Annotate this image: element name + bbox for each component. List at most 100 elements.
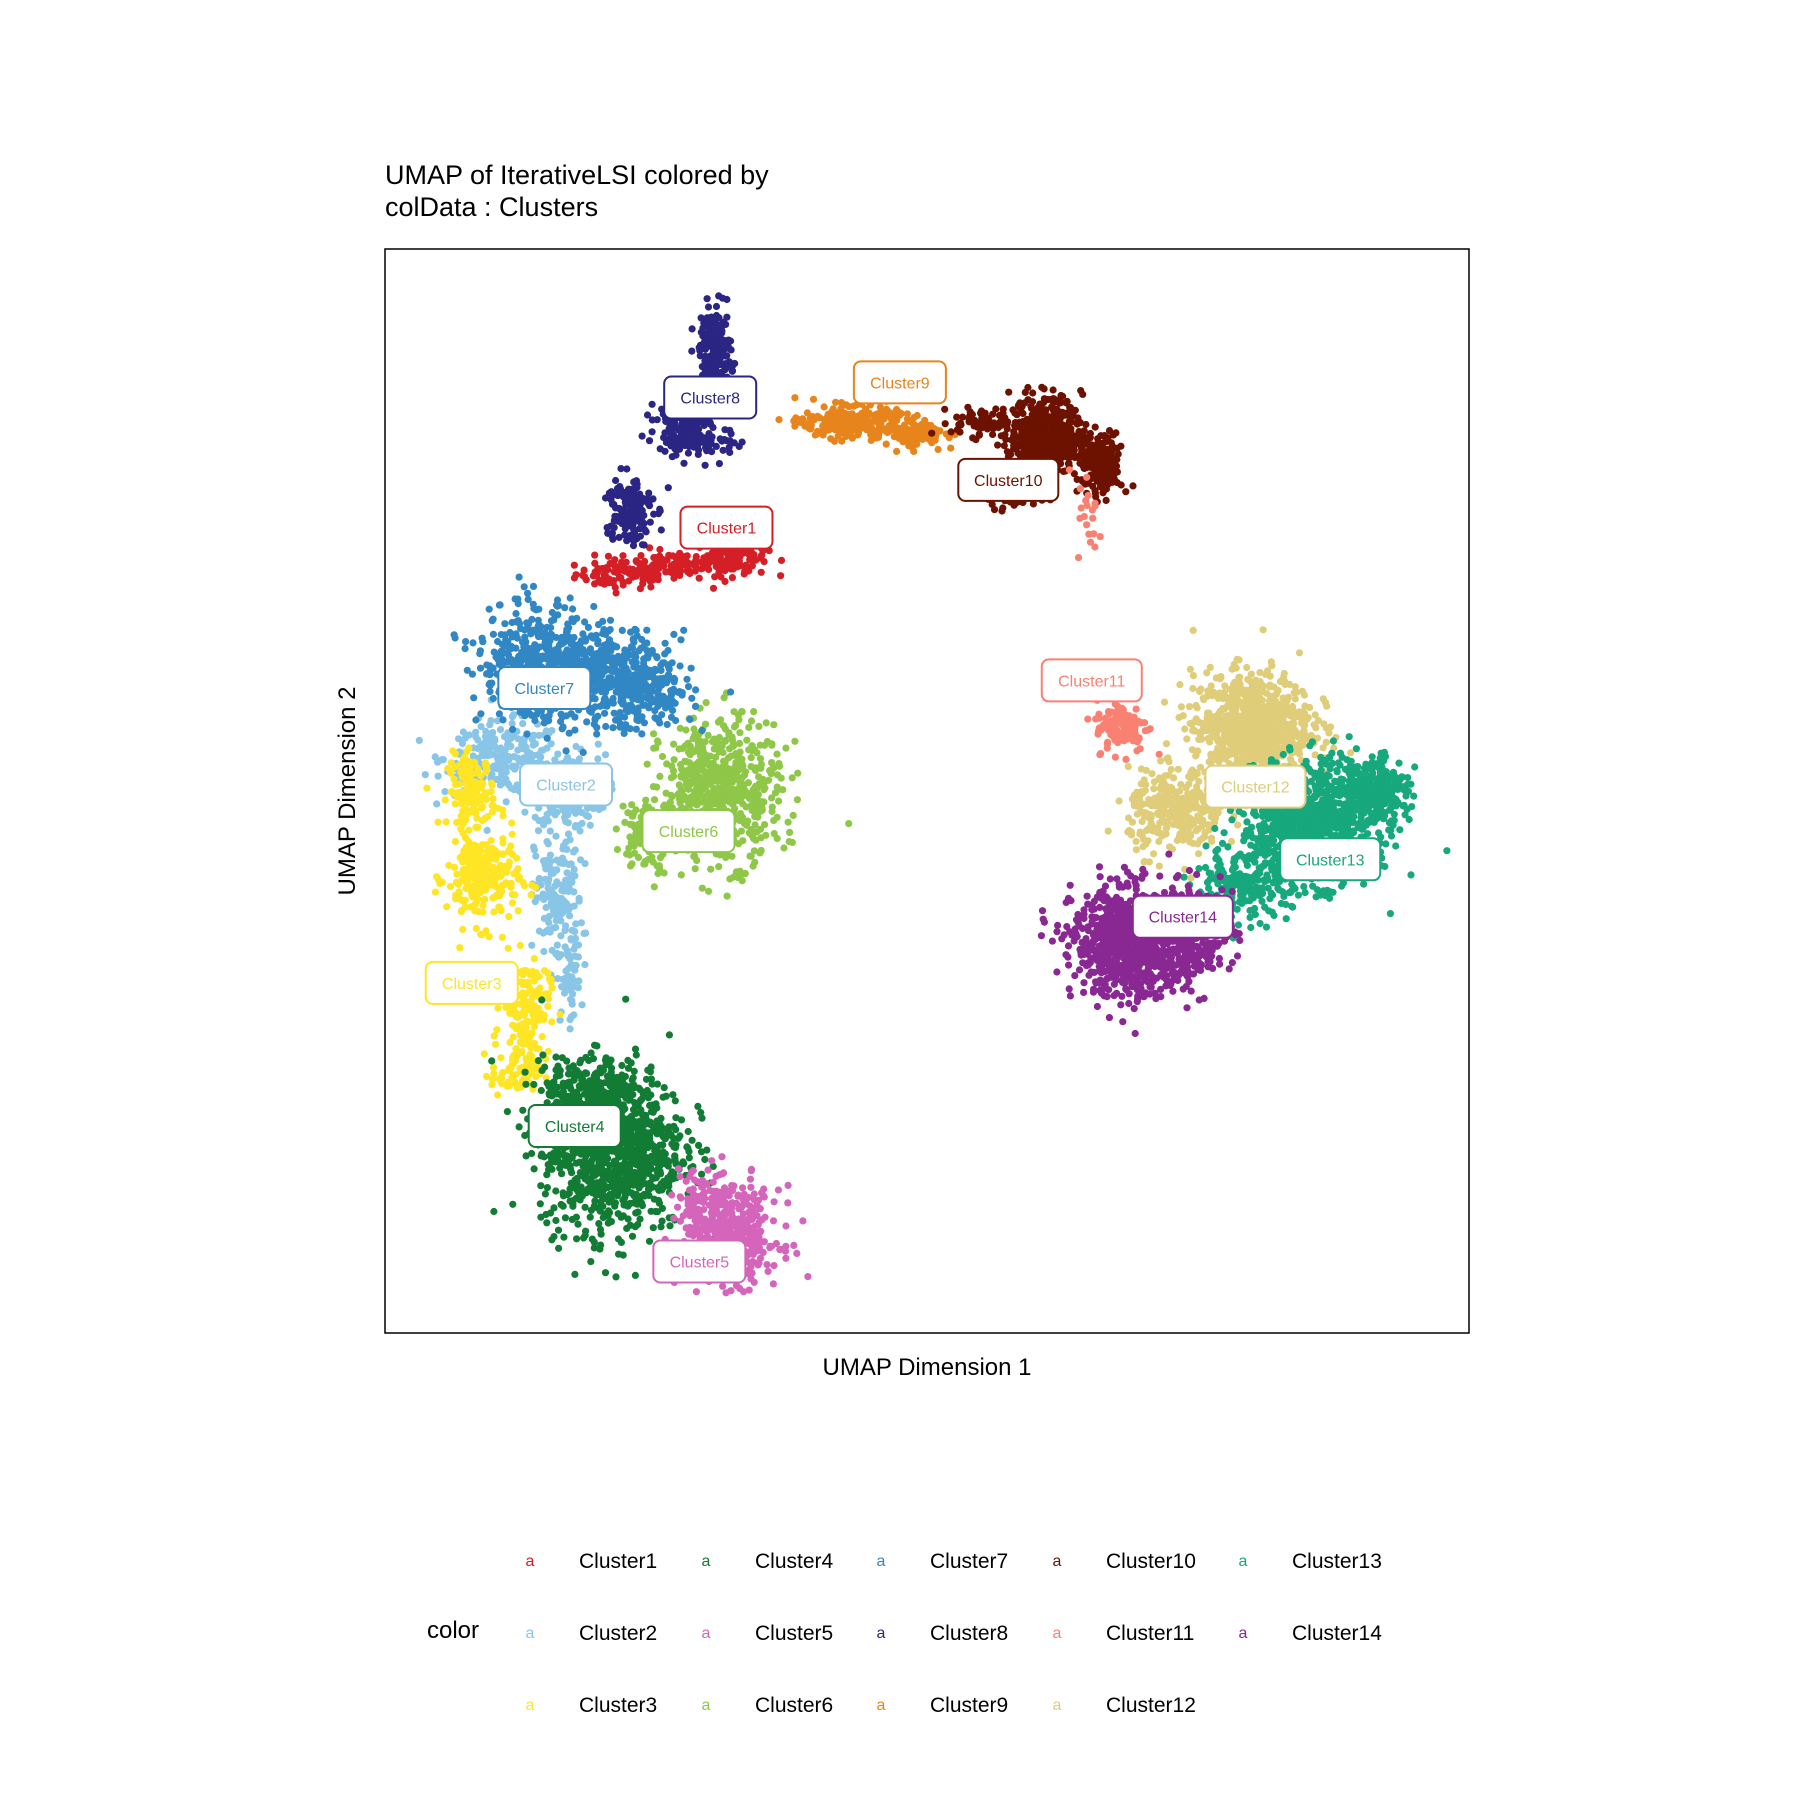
- point: [483, 661, 491, 669]
- point: [687, 664, 695, 672]
- point: [508, 819, 516, 827]
- point: [489, 664, 497, 672]
- point: [600, 1159, 608, 1167]
- point: [736, 1284, 744, 1292]
- point: [594, 640, 602, 648]
- point: [545, 975, 554, 983]
- point: [734, 711, 743, 719]
- point: [521, 1068, 529, 1076]
- point: [656, 1141, 664, 1149]
- point: [546, 827, 554, 835]
- point: [548, 984, 556, 992]
- point: [485, 605, 493, 613]
- point: [631, 1271, 640, 1279]
- point: [484, 855, 492, 863]
- point: [489, 630, 497, 638]
- point: [711, 573, 719, 581]
- point: [589, 1055, 598, 1063]
- point: [595, 1220, 603, 1228]
- point: [609, 724, 617, 732]
- point: [548, 1018, 556, 1026]
- point: [568, 874, 576, 883]
- point: [475, 743, 483, 752]
- point: [711, 772, 719, 780]
- point: [632, 557, 640, 565]
- point: [599, 1213, 607, 1222]
- point: [684, 683, 693, 691]
- point: [478, 634, 486, 642]
- point: [738, 870, 746, 878]
- point: [483, 1072, 491, 1080]
- point: [574, 1220, 582, 1228]
- point: [685, 785, 693, 793]
- point: [479, 780, 487, 788]
- point: [670, 1214, 678, 1222]
- point: [459, 829, 467, 837]
- point: [488, 870, 496, 878]
- point: [548, 1085, 556, 1093]
- point: [682, 758, 690, 766]
- point: [725, 766, 733, 774]
- point: [635, 1195, 643, 1203]
- point: [500, 764, 509, 773]
- point: [499, 869, 507, 877]
- point: [469, 752, 477, 760]
- point: [612, 825, 620, 833]
- point: [626, 725, 634, 733]
- point: [530, 751, 538, 759]
- point: [616, 686, 624, 694]
- point: [575, 755, 584, 763]
- point: [716, 1171, 724, 1179]
- point: [707, 865, 715, 873]
- point: [669, 767, 678, 775]
- point: [526, 985, 534, 993]
- point: [481, 884, 490, 892]
- point: [528, 1005, 536, 1014]
- point: [739, 837, 747, 845]
- point: [478, 816, 486, 825]
- point: [684, 1201, 692, 1209]
- point: [604, 552, 613, 560]
- point: [566, 836, 574, 844]
- point: [566, 955, 574, 963]
- point: [632, 725, 640, 733]
- point: [490, 908, 498, 916]
- point: [748, 1215, 756, 1224]
- point: [598, 648, 606, 657]
- point: [672, 716, 680, 725]
- point: [747, 754, 755, 762]
- point: [598, 1166, 606, 1174]
- point: [761, 784, 769, 792]
- point: [594, 712, 602, 720]
- point: [564, 830, 573, 838]
- point: [487, 836, 495, 845]
- point: [675, 745, 683, 753]
- point: [660, 802, 668, 811]
- scatter-points: [415, 292, 1451, 1297]
- point: [553, 878, 561, 886]
- point: [465, 872, 473, 880]
- point: [560, 1160, 568, 1168]
- point: [536, 1200, 544, 1208]
- point: [544, 884, 552, 892]
- point: [685, 1154, 693, 1162]
- point: [684, 560, 693, 568]
- point: [483, 826, 491, 835]
- point: [721, 1231, 730, 1239]
- point: [719, 722, 728, 730]
- point: [629, 680, 638, 688]
- chart-title-line-2: colData : Clusters: [385, 192, 598, 222]
- point: [618, 1146, 626, 1154]
- point: [612, 589, 620, 597]
- point: [567, 1085, 575, 1093]
- point: [567, 860, 575, 868]
- point: [541, 875, 550, 883]
- point: [535, 874, 543, 883]
- point: [541, 639, 549, 647]
- point: [508, 830, 516, 838]
- point: [498, 1079, 506, 1088]
- point: [747, 826, 755, 834]
- point: [618, 626, 626, 635]
- point: [597, 579, 605, 587]
- point: [647, 568, 655, 577]
